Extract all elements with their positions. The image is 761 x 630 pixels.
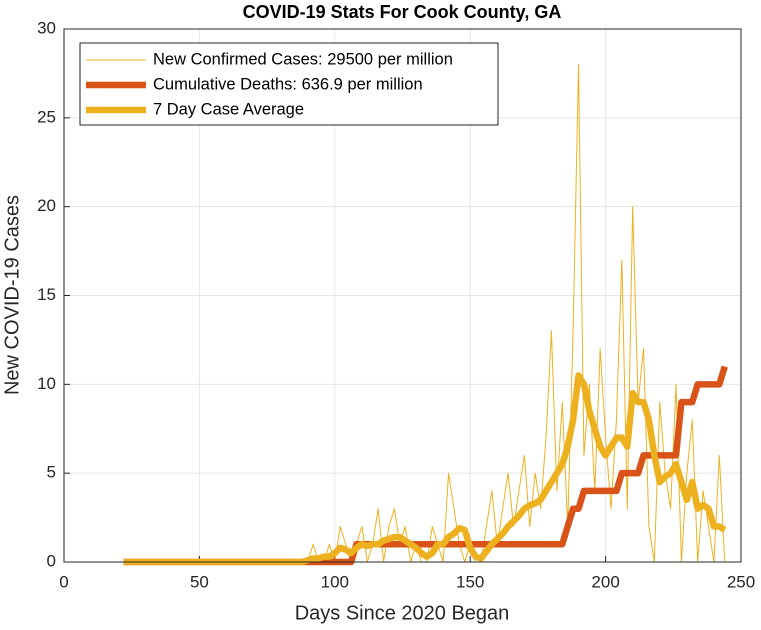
y-tick-label: 15 bbox=[37, 285, 56, 304]
y-tick-label: 30 bbox=[37, 18, 56, 37]
legend: New Confirmed Cases: 29500 per million Cu… bbox=[79, 42, 499, 126]
legend-box bbox=[79, 42, 499, 126]
legend-label: 7 Day Case Average bbox=[153, 100, 304, 118]
y-axis-label: New COVID-19 Cases bbox=[1, 195, 23, 395]
axes-box bbox=[63, 28, 742, 563]
x-tick-label: 150 bbox=[456, 572, 484, 591]
y-tick-label: 0 bbox=[47, 551, 56, 570]
y-tick-label: 10 bbox=[37, 374, 56, 393]
x-tick-label: 50 bbox=[190, 572, 209, 591]
x-tick-label: 200 bbox=[591, 572, 619, 591]
chart-title: COVID-19 Stats For Cook County, GA bbox=[243, 2, 562, 22]
y-tick-label: 20 bbox=[37, 196, 56, 215]
x-axis-label: Days Since 2020 Began bbox=[295, 602, 510, 624]
legend-label: New Confirmed Cases: 29500 per million bbox=[153, 50, 453, 68]
y-tick-label: 5 bbox=[47, 463, 56, 482]
x-tick-label: 100 bbox=[321, 572, 349, 591]
x-tick-label: 250 bbox=[727, 572, 755, 591]
y-tick-label: 25 bbox=[37, 107, 56, 126]
x-tick-label: 0 bbox=[59, 572, 68, 591]
legend-label: Cumulative Deaths: 636.9 per million bbox=[153, 75, 423, 93]
